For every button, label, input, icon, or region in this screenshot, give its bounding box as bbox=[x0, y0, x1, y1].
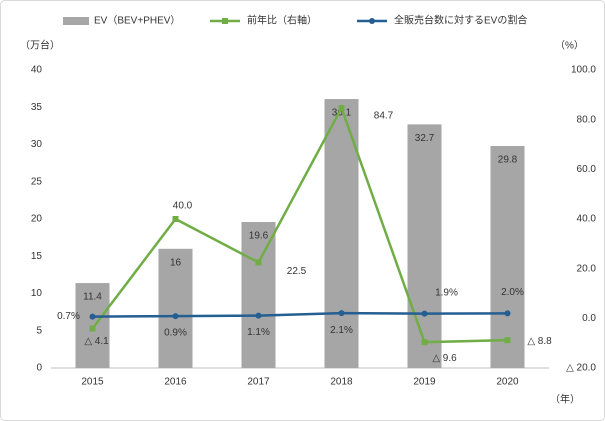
bar bbox=[324, 99, 359, 369]
line-marker bbox=[255, 259, 262, 266]
x-tick-label: 2019 bbox=[413, 377, 436, 388]
bar-value-label: 36.1 bbox=[332, 108, 352, 119]
y2-tick-label: △ 20.0 bbox=[566, 363, 596, 374]
line bbox=[92, 311, 508, 318]
bar-value-label: 19.6 bbox=[249, 231, 269, 242]
line-marker bbox=[504, 310, 511, 317]
line-marker bbox=[89, 313, 96, 320]
line bbox=[91, 104, 508, 344]
bar-value-label: 11.4 bbox=[83, 292, 102, 303]
y2-tick-label: 100.0 bbox=[571, 65, 596, 76]
y-tick-label: 5 bbox=[36, 325, 42, 336]
bar bbox=[490, 145, 525, 368]
y2-tick-label: 0.0 bbox=[582, 313, 596, 324]
line-value-label: △ 4.1 bbox=[84, 336, 109, 347]
x-tick-label: 2017 bbox=[247, 377, 270, 388]
line-value-label: 22.5 bbox=[287, 266, 307, 277]
y-tick-label: 35 bbox=[31, 102, 43, 113]
x-tick-label: 2016 bbox=[164, 377, 187, 388]
line-value-label: 0.7% bbox=[57, 311, 80, 322]
line-marker bbox=[338, 104, 345, 111]
line-marker bbox=[338, 310, 345, 317]
legend-marker bbox=[369, 18, 375, 24]
x-tick-label: 2020 bbox=[496, 377, 519, 388]
y2-tick-label: 60.0 bbox=[577, 164, 597, 175]
line-value-label: 1.9% bbox=[435, 287, 458, 298]
y-tick-label: 20 bbox=[31, 214, 43, 225]
line-marker bbox=[421, 310, 428, 317]
line-marker bbox=[421, 339, 428, 346]
y-unit-label: （万台） bbox=[20, 39, 60, 52]
line-value-label: 2.0% bbox=[501, 287, 524, 298]
y2-tick-label: 20.0 bbox=[577, 263, 597, 274]
legend-marker bbox=[222, 18, 228, 24]
line-marker bbox=[172, 216, 179, 222]
line-marker bbox=[172, 313, 179, 320]
y-tick-label: 40 bbox=[31, 65, 43, 76]
y-tick-label: 10 bbox=[31, 288, 43, 299]
line-marker bbox=[504, 337, 511, 344]
line-value-label: 1.1% bbox=[247, 327, 270, 338]
y-tick-label: 25 bbox=[31, 176, 43, 187]
bar-value-label: 29.8 bbox=[498, 155, 518, 166]
legend-swatch bbox=[63, 17, 89, 25]
x-tick-label: 2015 bbox=[81, 377, 104, 388]
legend-label: EV（BEV+PHEV） bbox=[94, 15, 180, 27]
y-tick-label: 0 bbox=[36, 363, 42, 374]
line-marker bbox=[89, 325, 96, 332]
y2-unit-label: （%） bbox=[555, 40, 584, 52]
line-value-label: △ 9.6 bbox=[432, 353, 457, 364]
x-tick-label: 2018 bbox=[330, 377, 353, 388]
legend-label: 前年比（右軸） bbox=[247, 14, 317, 27]
bar bbox=[158, 248, 193, 368]
x-unit-label: （年） bbox=[550, 393, 580, 406]
bar bbox=[241, 221, 276, 368]
line-value-label: 84.7 bbox=[374, 111, 394, 122]
y2-tick-label: 80.0 bbox=[577, 114, 597, 125]
y-tick-label: 30 bbox=[31, 139, 43, 150]
line-value-label: 0.9% bbox=[164, 328, 187, 339]
bar bbox=[407, 124, 442, 368]
line-marker bbox=[255, 312, 262, 319]
legend-label: 全販売台数に対するEVの割合 bbox=[394, 14, 527, 27]
line-value-label: 40.0 bbox=[173, 201, 193, 212]
y2-tick-label: 40.0 bbox=[577, 214, 597, 225]
bar-value-label: 16 bbox=[170, 257, 182, 268]
bar-value-label: 32.7 bbox=[415, 133, 435, 144]
line-value-label: 2.1% bbox=[330, 325, 353, 336]
line-value-label: △ 8.8 bbox=[527, 336, 552, 347]
y-tick-label: 15 bbox=[31, 251, 43, 262]
